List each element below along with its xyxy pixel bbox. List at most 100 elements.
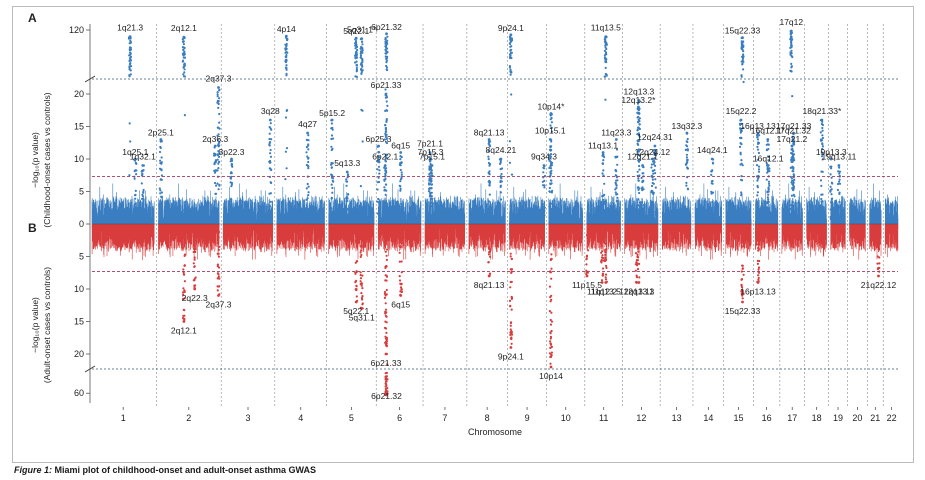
peak-point xyxy=(213,200,216,203)
peak-point xyxy=(217,236,220,239)
bottom-chromosome-band xyxy=(830,224,846,253)
peak-point xyxy=(614,155,617,158)
peak-point xyxy=(549,124,552,127)
peak-point xyxy=(330,183,333,186)
peak-point xyxy=(792,174,796,177)
peak-point xyxy=(601,216,604,219)
peak-point xyxy=(605,264,608,267)
peak-point xyxy=(133,206,136,209)
peak-point xyxy=(385,68,388,71)
peak-point xyxy=(792,214,795,217)
peak-point xyxy=(400,238,403,241)
peak-point xyxy=(836,188,840,192)
top-peak-label: 6p25.3 xyxy=(366,134,392,144)
top-points xyxy=(91,29,899,224)
peak-point xyxy=(789,51,792,54)
peak-top-point xyxy=(641,164,644,167)
y-tick-label-bottom: 15 xyxy=(74,317,84,327)
peak-point xyxy=(182,53,185,57)
peak-marker xyxy=(383,92,389,209)
peak-point xyxy=(345,197,348,200)
peak-point xyxy=(386,104,389,107)
peak-marker xyxy=(640,164,645,216)
x-tick-label-chromosome: 6 xyxy=(397,413,402,423)
peak-point xyxy=(549,146,552,149)
peak-point xyxy=(549,114,552,117)
top-peak-label: 6p21.32 xyxy=(371,22,402,32)
peak-marker xyxy=(354,36,359,214)
peak-point xyxy=(638,201,642,204)
peak-point xyxy=(216,93,219,96)
peak-point xyxy=(686,161,689,164)
peak-point xyxy=(543,209,546,212)
peak-point xyxy=(384,274,387,277)
peak-point xyxy=(307,165,310,168)
peak-point xyxy=(160,156,163,159)
bottom-chromosome-band xyxy=(869,224,882,260)
peak-point xyxy=(585,255,589,258)
peak-point xyxy=(488,193,491,196)
peak-point xyxy=(217,188,220,191)
peak-marker xyxy=(636,105,641,213)
peak-marker xyxy=(789,29,794,223)
peak-point xyxy=(742,53,745,56)
peak-point xyxy=(549,208,552,211)
peak-point xyxy=(359,251,362,254)
peak-point xyxy=(637,250,640,253)
top-chromosome-band xyxy=(725,186,752,224)
peak-point xyxy=(354,57,357,60)
peak-point xyxy=(790,177,794,180)
top-peak-label: 17q21.2 xyxy=(777,134,808,144)
peak-point xyxy=(269,200,272,203)
top-peak-label: 6p22.1 xyxy=(372,152,398,162)
peak-point xyxy=(638,276,641,279)
peak-point xyxy=(217,252,220,255)
peak-point xyxy=(636,116,639,119)
peak-point xyxy=(756,148,760,151)
peak-marker xyxy=(829,157,834,221)
bottom-peak-label: 11q13.5 xyxy=(591,287,621,297)
peak-point xyxy=(755,238,759,241)
peak-top-point xyxy=(739,118,743,122)
peak-point xyxy=(214,159,217,162)
peak-point xyxy=(739,136,743,139)
peak-point xyxy=(384,123,387,127)
peak-point xyxy=(183,71,186,74)
peak-top-point xyxy=(877,274,880,278)
peak-point xyxy=(742,60,745,64)
peak-point xyxy=(182,314,185,317)
peak-point xyxy=(789,175,792,178)
peak-point xyxy=(378,156,381,159)
peak-point xyxy=(711,219,715,223)
peak-point xyxy=(637,148,640,151)
peak-point xyxy=(384,135,387,138)
peak-point xyxy=(217,150,220,153)
x-tick-label-chromosome: 14 xyxy=(703,413,713,423)
bottom-peak-label: 2q37.3 xyxy=(206,300,232,310)
peak-top-point xyxy=(637,105,640,109)
peak-point xyxy=(837,170,840,173)
peak-point xyxy=(384,375,387,378)
bottom-peak-label: 10p14 xyxy=(539,371,563,381)
peak-point xyxy=(837,182,840,186)
peak-point xyxy=(331,210,334,214)
peak-marker xyxy=(359,229,364,310)
peak-point xyxy=(711,169,714,172)
peak-point xyxy=(218,245,221,248)
peak-point xyxy=(399,180,402,183)
peak-point xyxy=(386,35,389,38)
peak-point xyxy=(508,56,512,60)
peak-point xyxy=(500,177,503,180)
peak-point xyxy=(838,217,841,220)
top-chromosome-band xyxy=(806,186,827,224)
peak-point xyxy=(767,155,771,158)
bottom-peak-label: 12q13.11 xyxy=(619,287,654,297)
peak-point xyxy=(830,193,833,196)
peak-point xyxy=(216,126,219,129)
peak-point xyxy=(307,185,310,188)
peak-point xyxy=(651,178,655,181)
peak-point xyxy=(686,137,689,141)
peak-point xyxy=(430,191,433,194)
peak-point xyxy=(385,248,389,251)
peak-point xyxy=(183,68,186,71)
